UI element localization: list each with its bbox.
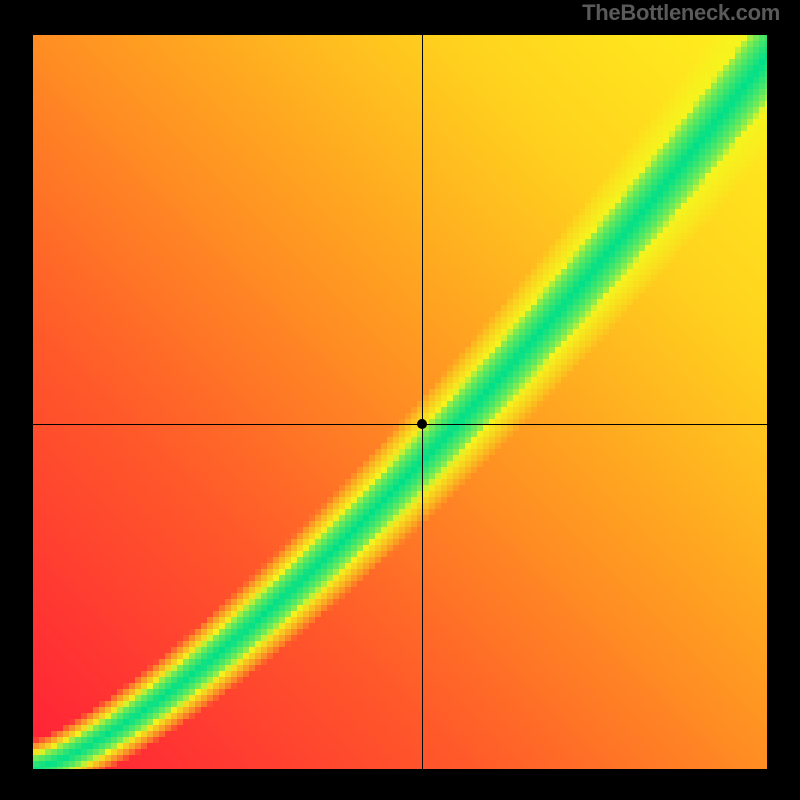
watermark-text: TheBottleneck.com: [582, 0, 780, 26]
chart-wrapper: TheBottleneck.com: [0, 0, 800, 800]
heatmap-canvas-holder: [33, 35, 767, 769]
heatmap-canvas: [33, 35, 767, 769]
